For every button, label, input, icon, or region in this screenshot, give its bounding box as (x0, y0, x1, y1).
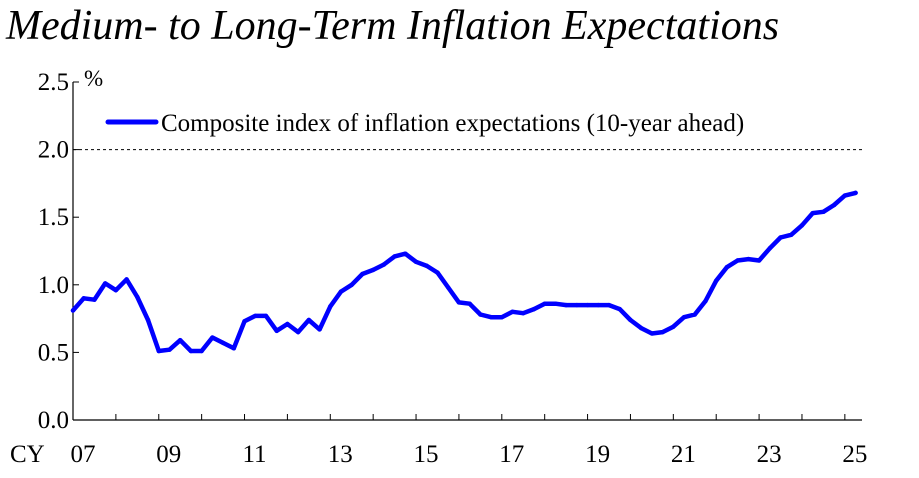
data-point (403, 251, 408, 256)
data-point (853, 190, 858, 196)
x-tick-label: 13 (328, 441, 353, 468)
data-point (510, 309, 515, 315)
data-point (488, 315, 494, 320)
data-point (714, 278, 719, 283)
data-point (810, 210, 815, 216)
data-point (671, 324, 676, 329)
x-tick-label: 07 (71, 441, 96, 468)
data-point (724, 265, 730, 270)
x-tick-label: 15 (414, 441, 439, 468)
y-tick-label: 2.5 (38, 69, 69, 96)
data-point (521, 310, 526, 316)
data-point (467, 301, 472, 306)
data-point (392, 254, 397, 259)
data-point (135, 294, 140, 300)
data-point (70, 308, 76, 313)
data-point (413, 259, 419, 265)
data-point (124, 277, 129, 282)
data-point (295, 329, 301, 335)
data-point (821, 209, 826, 214)
data-point (167, 347, 172, 352)
data-point (842, 193, 848, 198)
data-point (746, 256, 751, 262)
data-point (649, 331, 655, 336)
data-point (606, 302, 612, 308)
data-point (253, 313, 258, 319)
data-point (435, 270, 440, 275)
data-point (735, 258, 740, 263)
data-point (317, 327, 322, 332)
y-tick-label: 2.0 (38, 137, 69, 164)
data-point (789, 232, 794, 237)
series-line (70, 190, 858, 354)
data-point (638, 325, 644, 331)
data-point (274, 328, 279, 333)
data-point (92, 297, 97, 302)
x-tick-label: 17 (499, 441, 524, 468)
data-point (102, 281, 108, 286)
y-tick-label: 0.5 (38, 339, 69, 366)
y-tick-label: 1.0 (38, 272, 69, 299)
data-point (681, 315, 687, 320)
data-point (113, 288, 119, 293)
data-point (231, 346, 237, 351)
data-point (446, 285, 451, 290)
data-point (478, 312, 483, 317)
data-point (263, 313, 269, 319)
data-point (692, 312, 697, 317)
data-point (531, 306, 537, 312)
data-point (596, 302, 601, 308)
data-point (285, 321, 290, 327)
data-point (831, 202, 837, 208)
x-tick-label: 23 (757, 441, 782, 468)
data-point (756, 258, 762, 263)
data-point (242, 319, 247, 324)
data-point (563, 302, 569, 308)
chart-title: Medium- to Long-Term Inflation Expectati… (6, 3, 780, 49)
data-point (370, 267, 376, 273)
data-point (145, 317, 151, 323)
x-tick-label: 19 (585, 441, 610, 468)
data-point (360, 271, 365, 277)
data-point (703, 298, 708, 304)
data-point (210, 335, 215, 340)
y-tick-label: 1.5 (38, 204, 69, 231)
data-point (156, 348, 161, 354)
y-axis-unit: % (84, 66, 103, 91)
data-point (199, 348, 204, 354)
data-point (328, 304, 333, 309)
data-point (499, 315, 505, 320)
data-point (778, 235, 783, 240)
x-axis-prefix: CY (10, 441, 45, 468)
data-point (553, 301, 558, 306)
data-point (628, 317, 633, 323)
data-point (799, 223, 805, 228)
y-tick-label: 0.0 (38, 407, 69, 434)
data-point (220, 340, 226, 346)
data-point (617, 306, 622, 312)
data-point (188, 348, 194, 354)
x-tick-label: 21 (671, 441, 696, 468)
data-point (660, 329, 665, 335)
data-point (178, 338, 183, 343)
data-point (456, 300, 462, 305)
data-point (381, 262, 387, 267)
data-point (424, 263, 429, 269)
data-point (306, 317, 312, 323)
data-point (349, 282, 354, 287)
x-tick-label: 25 (842, 441, 867, 468)
data-point (542, 301, 547, 306)
x-tick-label: 09 (156, 441, 181, 468)
data-point (338, 289, 344, 294)
legend-label: Composite index of inflation expectation… (161, 110, 744, 137)
data-point (81, 296, 86, 301)
data-point (585, 302, 590, 308)
x-tick-label: 11 (242, 441, 266, 468)
data-point (767, 246, 773, 251)
data-point (574, 302, 580, 308)
